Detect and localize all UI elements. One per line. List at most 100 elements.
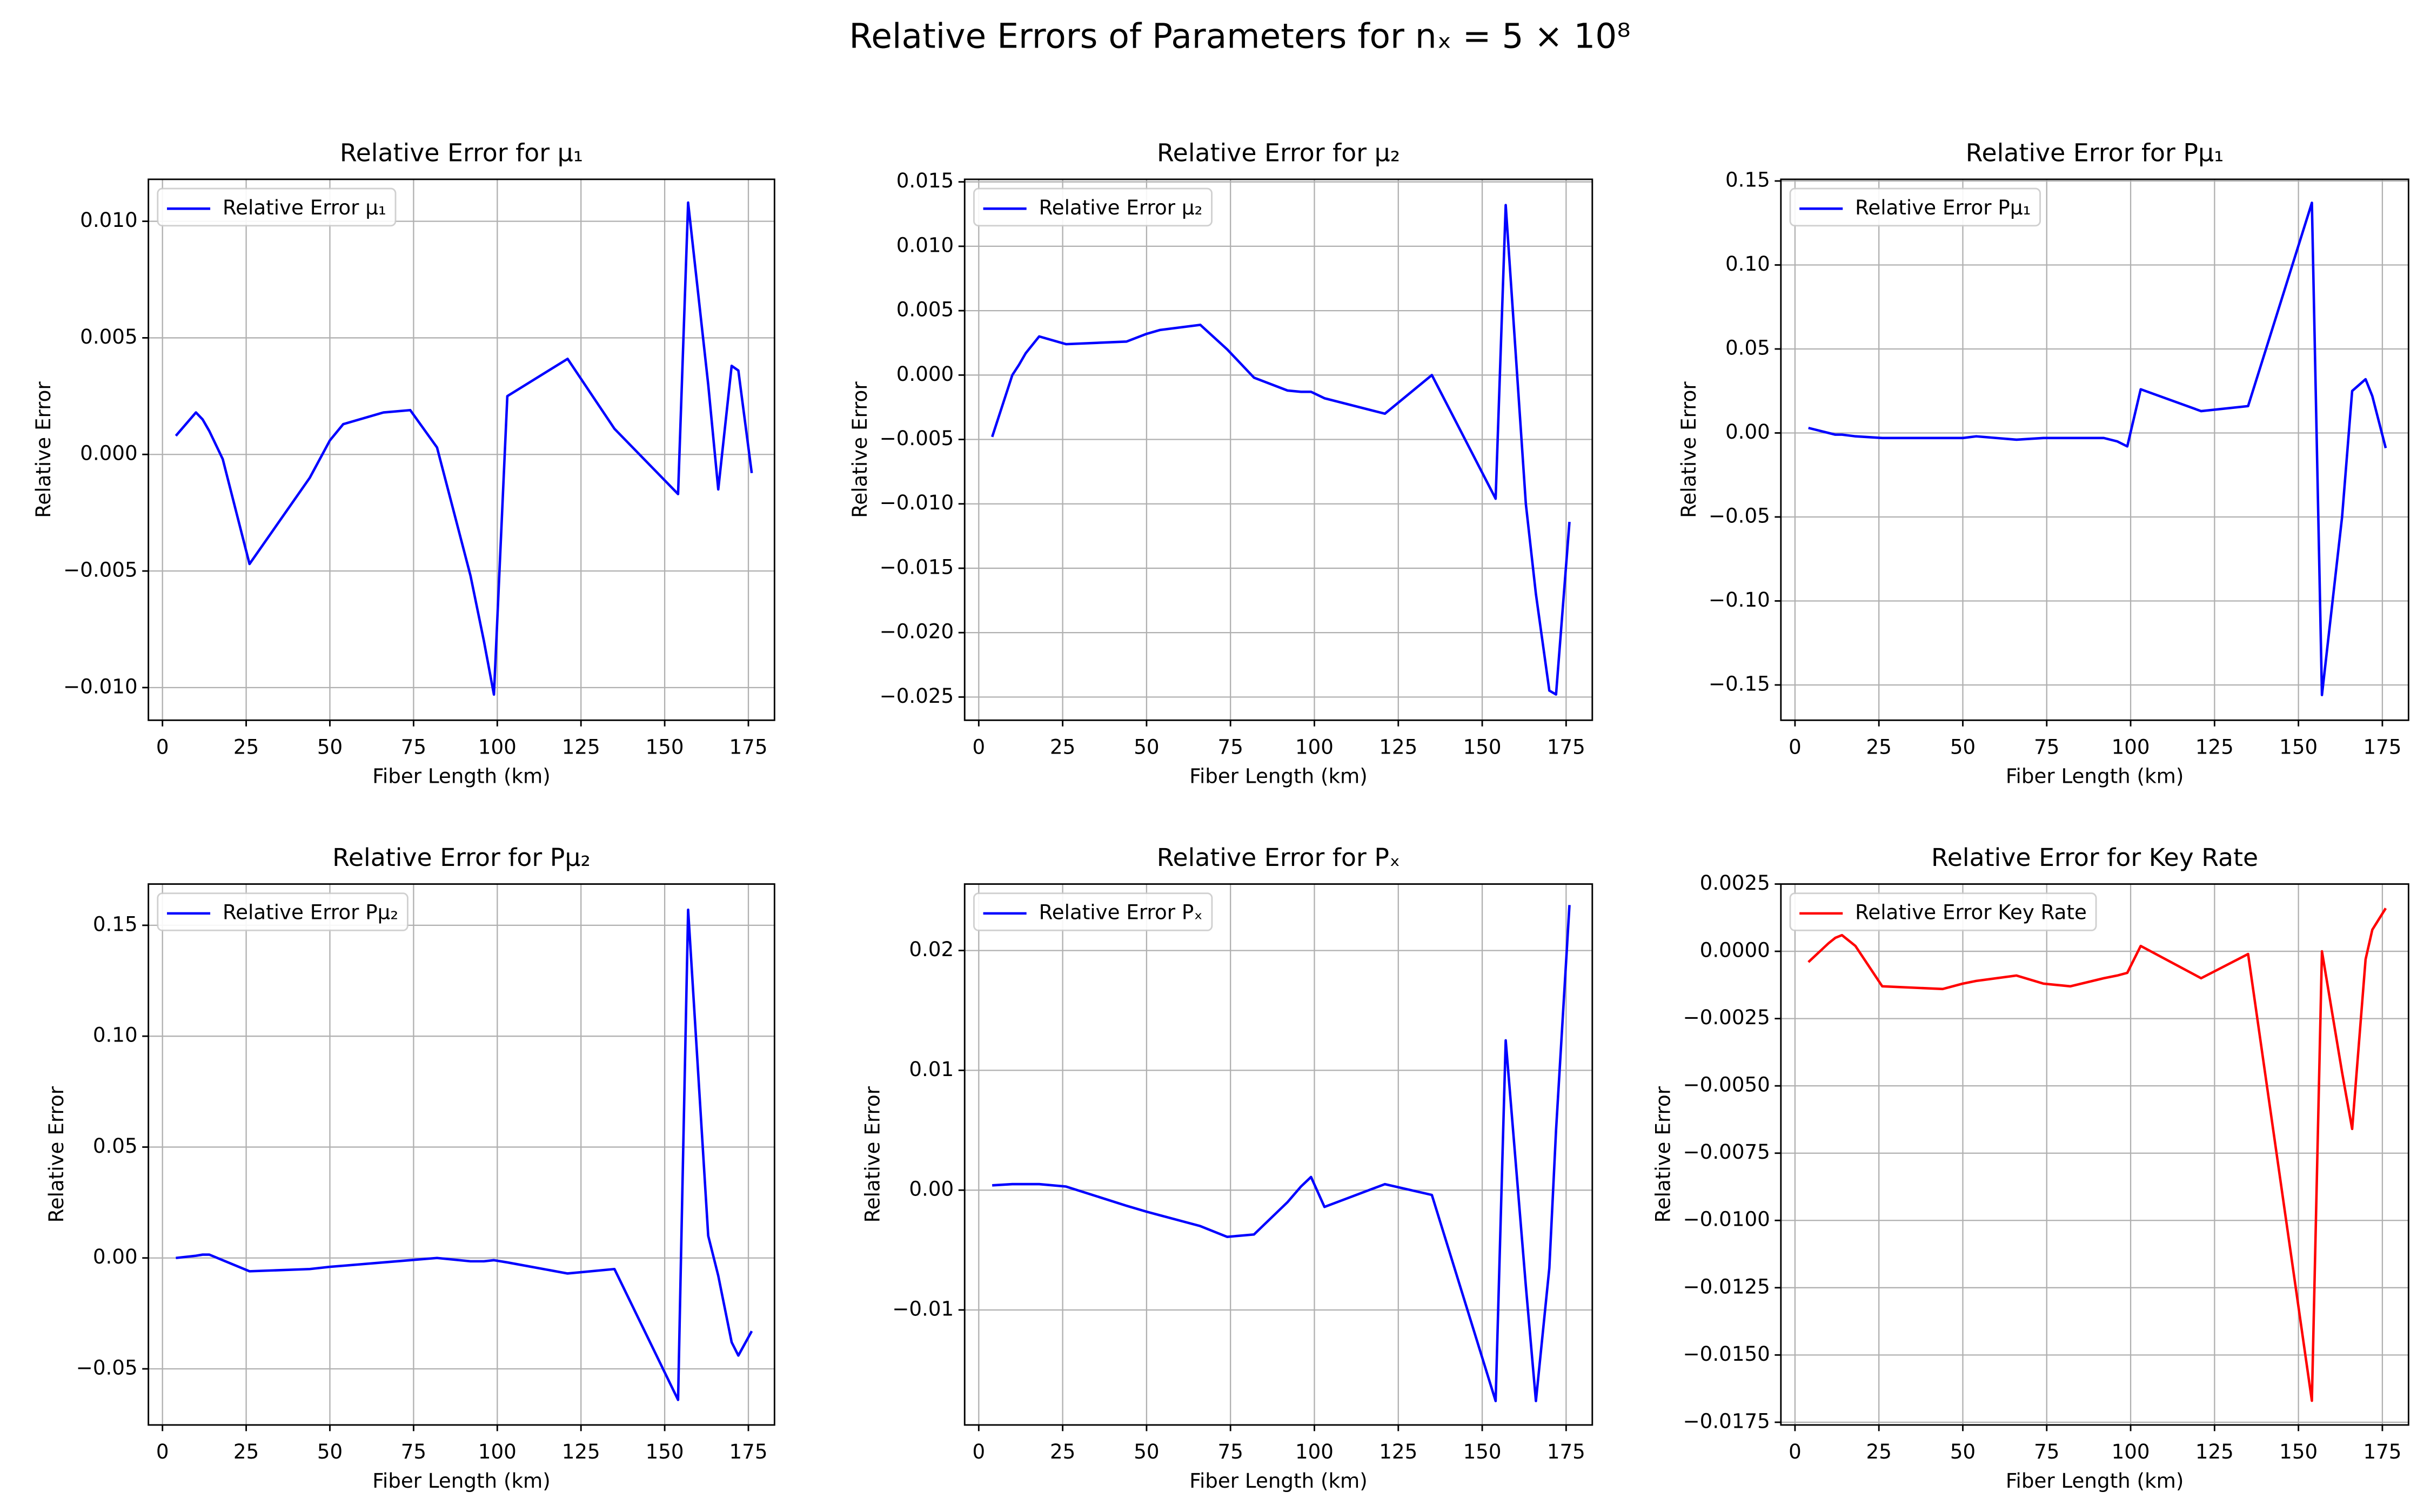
legend-box <box>157 892 409 931</box>
plot-area <box>1807 908 2387 1402</box>
y-tick-label: 0.000 <box>80 441 137 465</box>
x-tick-label: 150 <box>1463 1440 1502 1463</box>
x-tick-label: 175 <box>1547 1440 1585 1463</box>
legend-label: Relative Error μ₁ <box>223 196 386 219</box>
x-tick-label: 175 <box>729 735 768 758</box>
y-tick-label: −0.0100 <box>1683 1207 1770 1231</box>
legend-box <box>1789 892 2097 931</box>
y-tick-label: −0.0125 <box>1683 1274 1770 1298</box>
y-tick-label: −0.0175 <box>1683 1409 1770 1433</box>
x-axis-label: Fiber Length (km) <box>2006 1469 2184 1493</box>
y-tick-label: −0.15 <box>1709 671 1770 695</box>
x-tick-label: 50 <box>1134 735 1159 758</box>
legend-box <box>157 187 397 227</box>
y-tick-label: −0.010 <box>63 674 138 698</box>
y-tick-label: 0.0025 <box>1700 871 1770 895</box>
y-tick-label: −0.05 <box>1709 503 1770 527</box>
axes-frame <box>148 178 775 721</box>
y-tick-label: 0.10 <box>93 1023 138 1047</box>
x-tick-label: 125 <box>562 735 600 758</box>
x-tick-label: 125 <box>2195 735 2234 758</box>
x-tick-label: 0 <box>156 1440 169 1463</box>
y-tick-label: −0.025 <box>880 684 954 708</box>
y-tick-label: 0.010 <box>896 233 954 257</box>
x-axis-label: Fiber Length (km) <box>372 764 550 788</box>
axes-frame <box>963 178 1593 721</box>
y-tick-label: −0.020 <box>880 620 954 643</box>
y-tick-label: −0.010 <box>880 490 954 514</box>
x-tick-label: 25 <box>1050 1440 1075 1463</box>
x-tick-label: 50 <box>1950 735 1976 758</box>
subplot: Relative Error for μ₂ Fiber Length (km) 0 2… <box>848 139 1593 788</box>
x-tick-label: 75 <box>401 1440 426 1463</box>
subplot-title: Relative Error for Key Rate <box>1931 843 2258 872</box>
axes-frame <box>148 883 775 1426</box>
figure-title: Relative Errors of Parameters for nₓ = 5… <box>849 17 1630 56</box>
x-tick-label: 0 <box>972 1440 985 1463</box>
subplot-title: Relative Error for μ₂ <box>1157 139 1400 167</box>
data-line <box>991 204 1571 696</box>
x-tick-label: 25 <box>1866 1440 1892 1463</box>
x-tick-label: 0 <box>156 735 169 758</box>
x-tick-label: 25 <box>233 1440 259 1463</box>
subplot: Relative Error for Pₓ Fiber Length (km) 0 2… <box>860 843 1593 1493</box>
x-tick-label: 25 <box>233 735 259 758</box>
plot-area <box>1808 201 2387 696</box>
y-tick-label: −0.0025 <box>1683 1005 1770 1029</box>
y-tick-label: 0.05 <box>93 1134 138 1158</box>
subplot-title: Relative Error for Pμ₁ <box>1966 139 2224 167</box>
subplot-title: Relative Error for Pμ₂ <box>332 843 591 872</box>
x-tick-label: 100 <box>2112 735 2150 758</box>
x-tick-label: 50 <box>317 735 343 758</box>
y-tick-label: −0.015 <box>880 555 954 579</box>
x-tick-label: 100 <box>478 735 517 758</box>
x-tick-label: 50 <box>1950 1440 1976 1463</box>
y-tick-label: 0.000 <box>896 362 954 386</box>
y-axis-label: Relative Error <box>44 1086 68 1222</box>
x-tick-label: 0 <box>1789 1440 1802 1463</box>
subplot-title: Relative Error for Pₓ <box>1157 843 1401 872</box>
data-line <box>1808 201 2387 696</box>
x-tick-label: 100 <box>478 1440 517 1463</box>
x-tick-label: 125 <box>2195 1440 2234 1463</box>
axes-frame <box>963 883 1593 1426</box>
subplot: Relative Error for Pμ₁ Fiber Length (km) 0… <box>1677 139 2409 788</box>
x-tick-label: 0 <box>1789 735 1802 758</box>
y-tick-label: 0.05 <box>1725 336 1770 360</box>
y-tick-label: −0.005 <box>63 558 138 582</box>
x-axis-label: Fiber Length (km) <box>372 1469 550 1493</box>
plot-area <box>992 905 1571 1402</box>
legend-label: Relative Error Pₓ <box>1039 900 1203 924</box>
x-tick-label: 25 <box>1050 735 1075 758</box>
subplot-title: Relative Error for μ₁ <box>340 139 583 167</box>
x-tick-label: 150 <box>646 735 684 758</box>
x-tick-label: 25 <box>1866 735 1892 758</box>
legend-label: Relative Error μ₂ <box>1039 196 1203 219</box>
x-tick-label: 150 <box>1463 735 1502 758</box>
x-tick-label: 175 <box>2363 1440 2401 1463</box>
y-tick-label: 0.015 <box>896 169 954 192</box>
x-tick-label: 125 <box>1379 1440 1417 1463</box>
data-line <box>175 201 753 696</box>
legend: Relative Error μ₂ <box>973 187 1213 227</box>
x-tick-label: 125 <box>1379 735 1417 758</box>
x-tick-label: 175 <box>729 1440 768 1463</box>
legend-label: Relative Error Pμ₂ <box>223 900 398 924</box>
y-tick-label: 0.005 <box>80 325 137 348</box>
legend-label: Relative Error Pμ₁ <box>1855 196 2031 219</box>
x-tick-label: 150 <box>2279 735 2318 758</box>
y-axis-label: Relative Error <box>1677 381 1700 518</box>
x-tick-label: 100 <box>1295 1440 1334 1463</box>
y-tick-label: 0.15 <box>1725 168 1770 192</box>
legend: Relative Error Pμ₁ <box>1789 187 2041 227</box>
plot-area <box>175 201 753 696</box>
subplot: Relative Error for μ₁ Fiber Length (km) 0 2… <box>31 139 775 788</box>
x-tick-label: 150 <box>646 1440 684 1463</box>
y-tick-label: 0.00 <box>909 1177 954 1201</box>
legend: Relative Error μ₁ <box>157 187 397 227</box>
y-tick-label: −0.005 <box>880 426 954 450</box>
x-axis-label: Fiber Length (km) <box>1189 764 1367 788</box>
x-tick-label: 50 <box>1134 1440 1159 1463</box>
y-tick-label: 0.10 <box>1725 252 1770 275</box>
